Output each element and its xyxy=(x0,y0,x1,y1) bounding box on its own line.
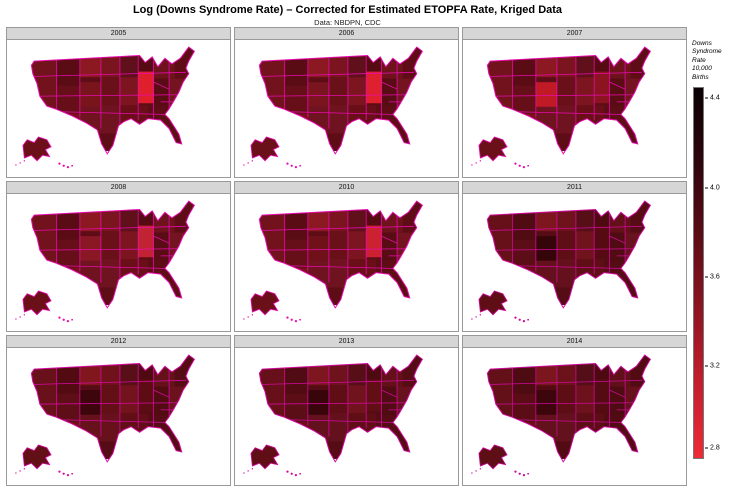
facet-panel-2013: 2013 xyxy=(234,335,459,486)
facet-panel-2007: 2007 xyxy=(462,27,687,178)
facet-panel-2012: 2012 xyxy=(6,335,231,486)
legend-gradient-wrap: 4.4 4.0 3.6 3.2 2.8 xyxy=(693,87,720,460)
facet-year-label: 2007 xyxy=(566,30,583,37)
us-choropleth-map xyxy=(463,40,686,177)
chart-header: Log (Downs Syndrome Rate) – Corrected fo… xyxy=(0,0,695,27)
facet-year-label: 2011 xyxy=(566,184,583,191)
facet-year-label: 2014 xyxy=(566,338,583,345)
us-choropleth-map xyxy=(463,348,686,485)
legend-tick: 3.2 xyxy=(705,363,720,370)
facet-panel-2008: 2008 xyxy=(6,181,231,332)
us-choropleth-map xyxy=(235,40,458,177)
facet-panel-2011: 2011 xyxy=(462,181,687,332)
facet-strip: 2010 xyxy=(235,182,458,194)
legend-gradient-bar xyxy=(693,87,704,460)
facet-strip: 2008 xyxy=(7,182,230,194)
chart-title: Log (Downs Syndrome Rate) – Corrected fo… xyxy=(132,4,563,16)
tick-label: 4.4 xyxy=(710,94,720,102)
us-choropleth-map xyxy=(7,40,230,177)
facet-strip: 2013 xyxy=(235,336,458,348)
us-choropleth-map xyxy=(7,194,230,331)
facet-strip: 2007 xyxy=(463,28,686,40)
facet-year-label: 2010 xyxy=(338,184,355,191)
tick-label: 3.6 xyxy=(710,273,720,281)
tick-mark xyxy=(705,276,708,278)
tick-mark xyxy=(705,447,708,449)
facet-year-label: 2008 xyxy=(110,184,127,191)
tick-mark xyxy=(705,97,708,99)
facet-panel-2014: 2014 xyxy=(462,335,687,486)
facet-strip: 2005 xyxy=(7,28,230,40)
us-choropleth-map xyxy=(235,194,458,331)
facet-panel-2005: 2005 xyxy=(6,27,231,178)
facet-strip: 2011 xyxy=(463,182,686,194)
facet-strip: 2006 xyxy=(235,28,458,40)
tick-label: 3.2 xyxy=(710,362,720,370)
tick-mark xyxy=(705,365,708,367)
facet-year-label: 2006 xyxy=(338,30,355,37)
tick-label: 2.8 xyxy=(710,444,720,452)
tick-mark xyxy=(705,187,708,189)
facet-panel-2010: 2010 xyxy=(234,181,459,332)
facet-year-label: 2012 xyxy=(110,338,127,345)
us-choropleth-map xyxy=(463,194,686,331)
facet-strip: 2014 xyxy=(463,336,686,348)
legend-tick: 4.0 xyxy=(705,184,720,191)
facet-year-label: 2005 xyxy=(110,30,127,37)
legend-tick: 2.8 xyxy=(705,445,720,452)
us-choropleth-map xyxy=(7,348,230,485)
legend-title: Downs Syndrome Rate 10,000 Births xyxy=(692,40,722,81)
legend-tick: 4.4 xyxy=(705,95,720,102)
facet-year-label: 2013 xyxy=(338,338,355,345)
facet-strip: 2012 xyxy=(7,336,230,348)
tick-label: 4.0 xyxy=(710,184,720,192)
facet-panel-2006: 2006 xyxy=(234,27,459,178)
legend-tick: 3.6 xyxy=(705,273,720,280)
facet-grid: 2005 2006 2007 2008 2010 xyxy=(6,27,687,486)
us-choropleth-map xyxy=(235,348,458,485)
color-legend: Downs Syndrome Rate 10,000 Births 4.4 4.… xyxy=(692,40,732,483)
chart-subtitle: Data: NBDPN, CDC xyxy=(314,18,381,27)
